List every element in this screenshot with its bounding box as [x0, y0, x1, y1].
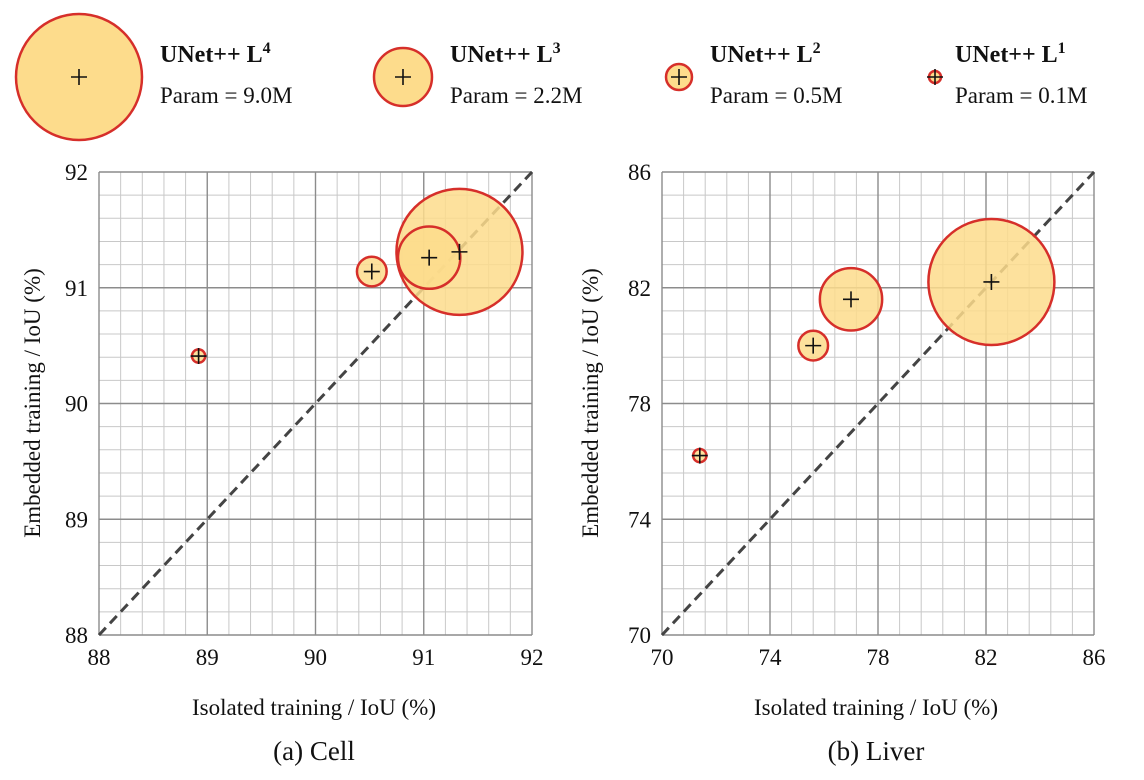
- bubbles-liver: [691, 217, 1056, 464]
- marker-l1-cell: [190, 348, 207, 365]
- legend-param-l2: Param = 0.5M: [710, 83, 842, 108]
- marker-l2-cell: [363, 263, 380, 280]
- legend-item-l1: UNet++ L1 Param = 0.1M: [927, 40, 1087, 108]
- y-tick-label: 82: [628, 276, 651, 301]
- bubbles-cell: [190, 187, 524, 365]
- diagonal-line-liver: [660, 170, 1096, 637]
- legend-title-l2: UNet++ L2: [710, 40, 821, 68]
- legend-param-l3: Param = 2.2M: [450, 83, 582, 108]
- marker-l1-liver: [691, 447, 708, 464]
- y-tick-label: 78: [628, 392, 651, 417]
- marker-l3-liver: [843, 291, 859, 308]
- x-axis-label-liver: Isolated training / IoU (%): [754, 695, 998, 720]
- x-tick-label: 82: [975, 645, 998, 670]
- legend-item-l4: UNet++ L4 Param = 9.0M: [14, 12, 292, 142]
- legend-title-l4: UNet++ L4: [160, 40, 271, 68]
- legend-item-l3: UNet++ L3 Param = 2.2M: [372, 40, 582, 108]
- y-axis-label-liver: Embedded training / IoU (%): [578, 268, 603, 538]
- marker-l3-cell: [421, 249, 438, 266]
- y-tick-label: 92: [65, 160, 88, 185]
- x-tick-label: 92: [521, 645, 544, 670]
- marker-l2-liver: [805, 337, 822, 354]
- x-tick-label: 74: [759, 645, 783, 670]
- x-tick-label: 90: [304, 645, 327, 670]
- legend-item-l2: UNet++ L2 Param = 0.5M: [664, 40, 842, 108]
- y-tick-label: 89: [65, 507, 88, 532]
- legend: UNet++ L4 Param = 9.0M UNet++ L3 Param =…: [14, 12, 1087, 142]
- x-tick-label: 88: [88, 645, 111, 670]
- x-tick-label: 89: [196, 645, 219, 670]
- y-tick-label: 88: [65, 623, 88, 648]
- legend-cross-l3: [395, 69, 411, 85]
- x-tick-label: 91: [412, 645, 435, 670]
- y-tick-label: 86: [628, 160, 651, 185]
- legend-cross-l2: [671, 69, 687, 85]
- marker-l4-liver: [983, 273, 1000, 290]
- legend-title-l3: UNet++ L3: [450, 40, 561, 68]
- y-tick-label: 90: [65, 392, 88, 417]
- marker-l4-cell: [451, 243, 468, 260]
- x-tick-label: 86: [1083, 645, 1106, 670]
- x-tick-label: 78: [867, 645, 890, 670]
- legend-cross-l4: [71, 69, 87, 85]
- legend-param-l4: Param = 9.0M: [160, 83, 292, 108]
- legend-cross-l1: [927, 69, 943, 85]
- legend-title-l1: UNet++ L1: [955, 40, 1066, 68]
- legend-param-l1: Param = 0.1M: [955, 83, 1087, 108]
- y-tick-label: 74: [628, 507, 652, 532]
- y-tick-label: 70: [628, 623, 651, 648]
- x-tick-label: 70: [651, 645, 674, 670]
- y-tick-label: 91: [65, 276, 88, 301]
- caption-cell: (a) Cell: [273, 736, 355, 766]
- caption-liver: (b) Liver: [828, 736, 925, 766]
- x-axis-label-cell: Isolated training / IoU (%): [192, 695, 436, 720]
- y-axis-label-cell: Embedded training / IoU (%): [20, 268, 45, 538]
